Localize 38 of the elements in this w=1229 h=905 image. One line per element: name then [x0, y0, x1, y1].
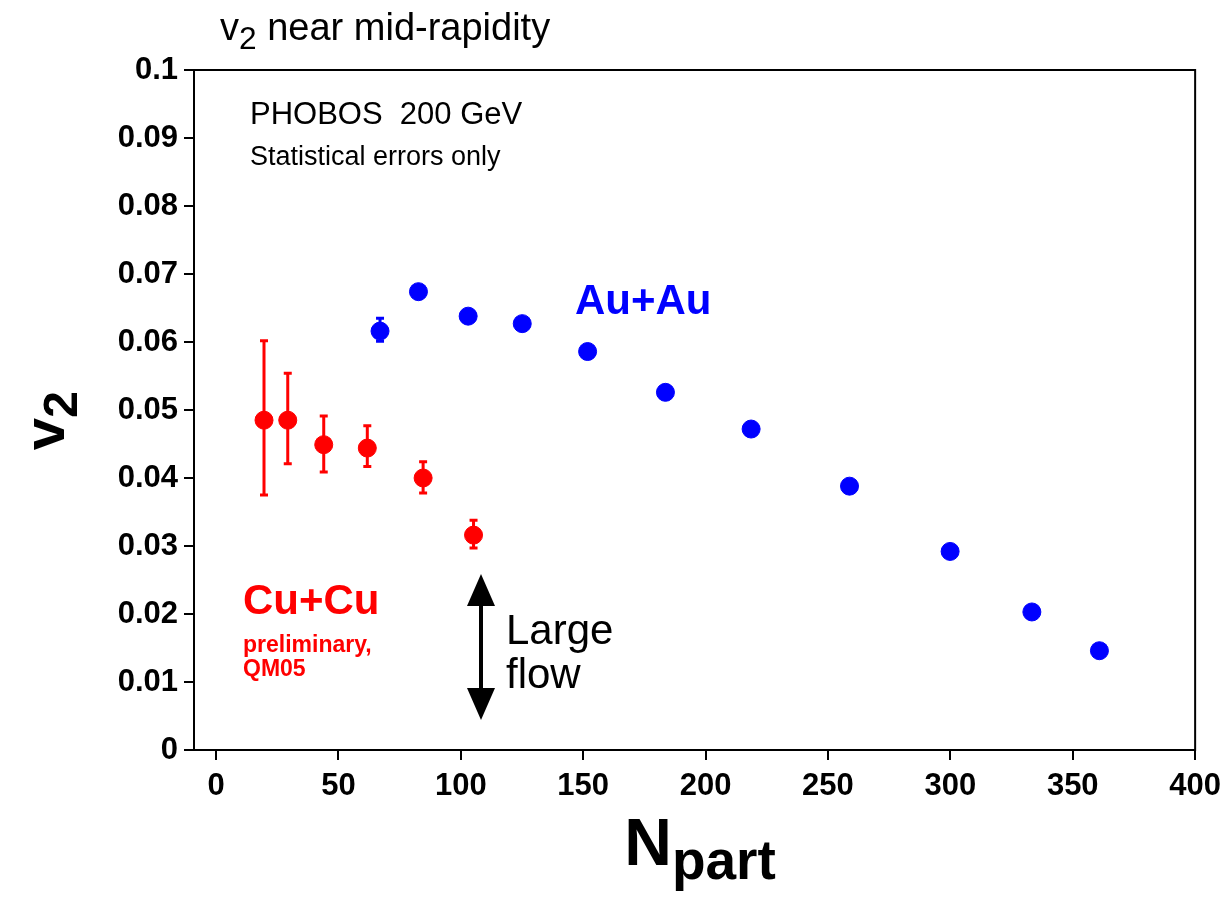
y-tick-label: 0.06 [117, 322, 178, 358]
point [741, 419, 761, 439]
annotation: preliminary, QM05 [243, 631, 373, 682]
point [512, 314, 532, 334]
point [840, 476, 860, 496]
chart-title: v$_{2}$ near mid-rapidity [220, 6, 551, 56]
x-tick-label: 350 [1046, 767, 1099, 803]
y-tick-label: 0.03 [117, 526, 178, 562]
x-tick-label: 0 [207, 767, 225, 803]
y-tick-label: 0.08 [117, 186, 178, 222]
x-tick-label: 50 [321, 767, 356, 803]
x-tick-label: 250 [802, 767, 854, 803]
y-tick-label: 0.02 [117, 594, 178, 630]
point [1022, 602, 1042, 622]
x-tick-label: 300 [924, 767, 977, 803]
text: Cu+Cu [243, 576, 380, 623]
point [408, 282, 428, 302]
y-tick-label: 0.09 [117, 118, 178, 154]
annotation: PHOBOS 200 GeV [250, 96, 523, 131]
point [1089, 641, 1109, 661]
x-axis-title: N$_{part}$ [623, 805, 777, 892]
annotation: Large flow [506, 606, 615, 698]
x-tick-label: 100 [434, 767, 487, 803]
y-tick-label: 0 [160, 730, 178, 766]
y-tick-label: 0.1 [134, 50, 178, 86]
point [655, 382, 675, 402]
point [458, 306, 478, 326]
y-tick-label: 0.04 [117, 458, 179, 494]
x-tick-label: 400 [1169, 767, 1222, 803]
point [940, 541, 960, 561]
x-tick-label: 150 [557, 767, 610, 803]
y-tick-label: 0.05 [117, 390, 178, 426]
y-tick-label: 0.07 [117, 254, 178, 290]
x-tick-label: 200 [679, 767, 732, 803]
series-label: Au+Au [575, 276, 712, 323]
annotation: Statistical errors only [250, 141, 501, 171]
point [578, 342, 598, 362]
y-tick-label: 0.01 [117, 662, 178, 698]
